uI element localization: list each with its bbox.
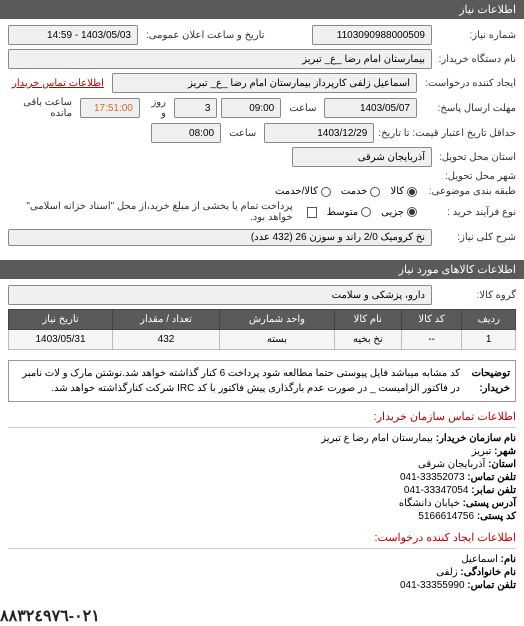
col-header: کد کالا xyxy=(401,310,462,330)
creator-header: اطلاعات ایجاد کننده درخواست: xyxy=(8,527,516,549)
announce-field: 1403/05/03 - 14:59 xyxy=(8,25,138,45)
ctel-label: تلفن تماس: xyxy=(467,580,516,591)
notes-box: توضیحات خریدار: کد مشابه میباشد فایل پیو… xyxy=(8,360,516,402)
post-value: 5166614756 xyxy=(418,511,474,522)
radio-kala-label: کالا xyxy=(390,186,404,197)
radio-motavaset-label: متوسط xyxy=(327,207,358,218)
days-label: روز و xyxy=(148,97,166,119)
post-label: کد پستی: xyxy=(477,511,516,522)
radio-motavaset[interactable]: متوسط xyxy=(327,207,371,218)
lname-value: زلفی xyxy=(436,567,457,578)
process-label: نوع فرآیند خرید : xyxy=(421,207,516,218)
radio-both[interactable]: کالا/خدمت xyxy=(275,186,331,197)
col-header: واحد شمارش xyxy=(220,310,335,330)
col-header: نام کالا xyxy=(334,310,401,330)
group-field: دارو، پزشکی و سلامت xyxy=(8,285,432,305)
col-header: تعداد / مقدار xyxy=(113,310,220,330)
radio-khadamat[interactable]: خدمت xyxy=(341,186,381,197)
radio-jozi-label: جزیی xyxy=(381,207,404,218)
time-label-2: ساعت xyxy=(229,128,256,139)
time-label-1: ساعت xyxy=(289,103,316,114)
ctel-value: 041-33355990 xyxy=(400,580,465,591)
radio-both-label: کالا/خدمت xyxy=(275,186,318,197)
valid-date-field: 1403/12/29 xyxy=(264,123,374,143)
org-value: بیمارستان امام رضا ع تبریز xyxy=(321,433,433,444)
tel-value: 041-33352073 xyxy=(400,472,465,483)
page-header: اطلاعات نیاز xyxy=(0,0,524,19)
radio-jozi[interactable]: جزیی xyxy=(381,207,417,218)
items-table: ردیفکد کالانام کالاواحد شمارشتعداد / مقد… xyxy=(8,309,516,350)
deadline-label: مهلت ارسال پاسخ: xyxy=(421,103,516,114)
contact-link[interactable]: اطلاعات تماس خریدار xyxy=(12,78,104,89)
deadline-date-field: 1403/05/07 xyxy=(324,98,417,118)
table-cell: نخ بخیه xyxy=(334,330,401,350)
notes-label: توضیحات خریدار: xyxy=(460,366,510,396)
fax-value: 041-33347054 xyxy=(404,485,469,496)
col-header: ردیف xyxy=(462,310,516,330)
radio-kala[interactable]: کالا xyxy=(390,186,417,197)
table-cell: -- xyxy=(401,330,462,350)
pay-note: پرداخت تمام یا بخشی از مبلغ خرید،از محل … xyxy=(12,201,293,223)
requester-field: اسماعیل زلفی کارپرداز بیمارستان امام رضا… xyxy=(112,73,417,93)
table-cell: 432 xyxy=(113,330,220,350)
table-row: 1--نخ بخیهبسته4321403/05/31 xyxy=(9,330,516,350)
contact-header: اطلاعات تماس سازمان خریدار: xyxy=(8,406,516,428)
org-label: نام سازمان خریدار: xyxy=(436,433,516,444)
valid-label: حداقل تاریخ اعتبار قیمت: تا تاریخ: xyxy=(378,128,516,139)
fax-label: تلفن نمابر: xyxy=(471,485,516,496)
need-title-label: شرح کلی نیاز: xyxy=(436,232,516,243)
deadline-time-field: 09:00 xyxy=(221,98,281,118)
col-header: تاریخ نیاز xyxy=(9,310,113,330)
radio-khadamat-label: خدمت xyxy=(341,186,368,197)
table-cell: 1 xyxy=(462,330,516,350)
city-label: شهر محل تحویل: xyxy=(436,171,516,182)
notes-text: کد مشابه میباشد فایل پیوستی حتما مطالعه … xyxy=(14,366,460,396)
province-field: آذربایجان شرقی xyxy=(292,147,432,167)
days-field: 3 xyxy=(174,98,217,118)
cprov-value: آذربایجان شرقی xyxy=(418,459,485,470)
footer-phone: ٠٢١-٨٨٣٢٤٩٧٦ xyxy=(0,606,524,626)
name-value: اسماعیل xyxy=(461,554,498,565)
requester-label: ایجاد کننده درخواست: xyxy=(421,78,516,89)
tel-label: تلفن تماس: xyxy=(467,472,516,483)
lname-label: نام خانوادگی: xyxy=(460,567,516,578)
items-header: اطلاعات کالاهای مورد نیاز xyxy=(0,260,524,279)
announce-label: تاریخ و ساعت اعلان عمومی: xyxy=(146,30,265,41)
need-no-field: 1103090988000509 xyxy=(312,25,432,45)
pay-checkbox[interactable] xyxy=(307,207,317,218)
addr-value: خیابان دانشگاه xyxy=(399,498,460,509)
cprov-label: استان: xyxy=(488,459,516,470)
province-label: استان محل تحویل: xyxy=(436,152,516,163)
valid-time-field: 08:00 xyxy=(151,123,221,143)
buyer-unit-label: نام دستگاه خریدار: xyxy=(436,54,516,65)
table-cell: بسته xyxy=(220,330,335,350)
remain-time-field: 17:51:00 xyxy=(80,98,140,118)
ccity-label: شهر: xyxy=(494,446,516,457)
table-cell: 1403/05/31 xyxy=(9,330,113,350)
name-label: نام: xyxy=(501,554,516,565)
buyer-unit-field: بیمارستان امام رضا _ع_ تبریز xyxy=(8,49,432,69)
addr-label: آدرس پستی: xyxy=(463,498,516,509)
subject-type-label: طبقه بندی موضوعی: xyxy=(421,186,516,197)
remain-label: ساعت باقی مانده xyxy=(12,97,72,119)
group-label: گروه کالا: xyxy=(436,290,516,301)
need-title-field: نخ کرومیک 2/0 راند و سوزن 26 (432 عدد) xyxy=(8,229,432,246)
need-no-label: شماره نیاز: xyxy=(436,30,516,41)
ccity-value: تبریز xyxy=(472,446,492,457)
